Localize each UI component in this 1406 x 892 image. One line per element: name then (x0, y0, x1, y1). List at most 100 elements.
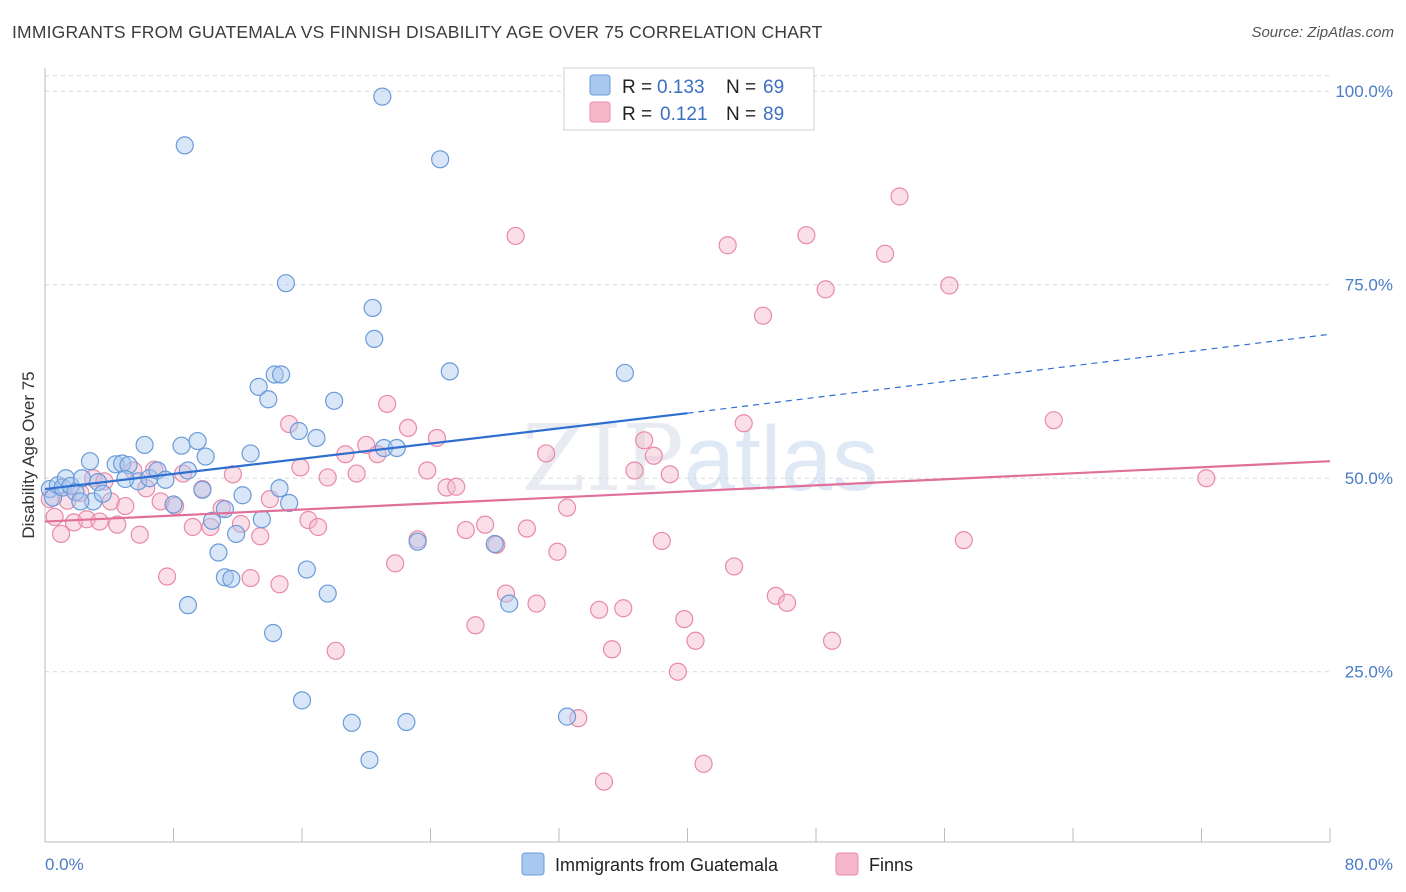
guatemala-point (360, 750, 379, 770)
finns-point (476, 515, 495, 534)
finns-point (347, 464, 366, 483)
finns-point (527, 594, 546, 613)
guatemala-point (222, 569, 241, 588)
guatemala-point (215, 568, 234, 587)
bottom-legend-pink-swatch (835, 852, 859, 876)
y-tick-label: 25.0% (1345, 663, 1393, 682)
guatemala-point (265, 365, 284, 384)
guatemala-point (280, 493, 299, 513)
finns-points (40, 187, 1216, 791)
guatemala-point (233, 486, 252, 505)
guatemala-point (342, 713, 361, 732)
guatemala-point (80, 452, 100, 471)
guatemala-point (373, 87, 392, 106)
guatemala-point (440, 362, 459, 381)
finns-point (241, 568, 260, 588)
guatemala-point (175, 136, 194, 155)
guatemala-point (252, 510, 271, 529)
guatemala-point (272, 365, 291, 384)
finns-point (291, 458, 310, 477)
guatemala-point (188, 431, 207, 451)
guatemala-point (485, 534, 504, 554)
guatemala-point (365, 329, 384, 348)
finns-point (280, 414, 299, 434)
bottom-legend: Immigrants from Guatemala Finns (521, 852, 913, 876)
finns-point (753, 306, 773, 325)
finns-point (398, 418, 418, 438)
guatemala-point (289, 421, 308, 441)
guatemala-point (363, 298, 382, 318)
legend-pink-r-label: R = (622, 104, 652, 125)
guatemala-trend-line (44, 412, 688, 491)
finns-point (308, 517, 328, 537)
legend-blue-n-label: N = (726, 77, 756, 98)
finns-point (822, 631, 842, 650)
finns-point (602, 640, 622, 659)
finns-point (487, 535, 506, 554)
guatemala-point (119, 455, 138, 475)
finns-point (51, 524, 71, 544)
finns-point (777, 593, 797, 612)
guatemala-point (249, 377, 268, 396)
guatemala-point (292, 691, 312, 710)
y-axis-label: Disability Age Over 75 (19, 371, 38, 538)
finns-point (675, 609, 694, 629)
guatemala-point (71, 492, 90, 511)
legend-pink-r-value: 0.121 (660, 104, 708, 125)
guatemala-point (241, 444, 260, 463)
finns-point (644, 446, 663, 465)
finns-point (201, 517, 220, 537)
legend-pink-n-label: N = (726, 104, 756, 125)
finns-point (635, 431, 654, 450)
x-tick-label: 0.0% (45, 855, 84, 874)
finns-point (45, 507, 64, 527)
finns-point (724, 557, 744, 576)
y-tick-label: 50.0% (1345, 469, 1393, 488)
guatemala-point (615, 363, 634, 383)
finns-point (506, 226, 525, 246)
guatemala-point (325, 391, 344, 410)
finns-point (496, 584, 516, 603)
finns-point (537, 444, 556, 463)
guatemala-point (209, 543, 228, 562)
finns-point (652, 531, 671, 551)
guatemala-point (112, 454, 132, 473)
legend-blue-n-value: 69 (763, 77, 784, 98)
finns-point (437, 478, 456, 497)
finns-point (183, 517, 202, 537)
watermark: ZIPatlas (522, 405, 879, 512)
guatemala-point (193, 480, 212, 499)
finns-point (447, 477, 466, 496)
legend: R = 0.133 N = 69 R = 0.121 N = 89 (563, 67, 815, 131)
finns-point (766, 586, 785, 605)
x-tick-label: 80.0% (1345, 855, 1393, 874)
guatemala-point (164, 495, 183, 514)
finns-point (1197, 469, 1216, 488)
trend-lines (44, 333, 1331, 523)
finns-point (686, 631, 705, 650)
guatemala-point (84, 492, 103, 511)
finns-point (157, 567, 177, 586)
guatemala-point (106, 455, 125, 474)
bottom-legend-pink-label: Finns (869, 855, 913, 875)
finns-trend-line (44, 460, 1331, 523)
guatemala-point (397, 712, 416, 732)
finns-point (548, 542, 567, 561)
finns-point (557, 498, 577, 517)
guatemala-point (202, 511, 222, 530)
finns-point (130, 525, 149, 544)
guatemala-point (215, 500, 234, 519)
guatemala-point (408, 532, 427, 551)
chart-title: IMMIGRANTS FROM GUATEMALA VS FINNISH DIS… (12, 22, 823, 42)
finns-point (378, 394, 397, 414)
finns-point (614, 599, 633, 618)
bottom-legend-blue-label: Immigrants from Guatemala (555, 855, 779, 875)
finns-point (231, 514, 251, 533)
legend-pink-n-value: 89 (763, 104, 784, 125)
finns-point (668, 662, 687, 681)
guatemala-point (276, 274, 296, 293)
y-tick-label: 100.0% (1335, 82, 1393, 101)
guatemala-point (500, 594, 519, 613)
legend-blue-r-value: 0.133 (657, 77, 705, 98)
